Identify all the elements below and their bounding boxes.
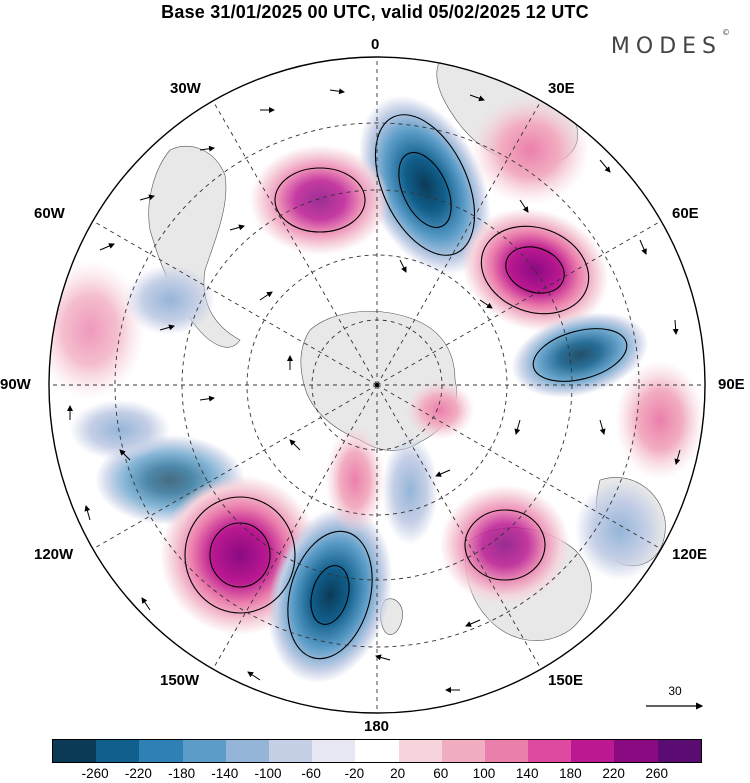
colorbar-ticks: -260 -220 -180 -140 -100 -60 -20 20 60 100 140 180 2…	[0, 766, 750, 782]
anomaly-neg-160w	[267, 506, 393, 684]
anomaly-pos-75w	[49, 260, 145, 400]
colorbar-cell	[139, 740, 183, 762]
colorbar-cell	[484, 740, 529, 762]
colorbar-tick-label: -180	[168, 766, 196, 781]
lon-label-30e: 30E	[548, 80, 575, 97]
lon-label-30w: 30W	[170, 80, 201, 97]
colorbar-cell	[528, 740, 572, 762]
brand-mark: ©	[722, 27, 730, 37]
lon-label-90w: 90W	[0, 376, 31, 393]
colorbar-tick-label: 140	[515, 766, 539, 781]
colorbar-cell	[355, 740, 399, 762]
colorbar-tick-label: -220	[124, 766, 152, 781]
anomaly-neg-110e	[575, 480, 665, 580]
colorbar-cell	[268, 740, 313, 762]
colorbar-cell	[312, 740, 356, 762]
lon-label-150w: 150W	[160, 672, 200, 689]
map-border	[48, 56, 706, 714]
colorbar-cell	[398, 740, 442, 762]
anomaly-neg-70w	[125, 265, 215, 335]
lon-label-180: 180	[364, 718, 390, 735]
lon-label-0: 0	[371, 36, 380, 53]
colorbar-tick-label: 60	[433, 766, 449, 781]
reference-vector-label: 30	[668, 684, 682, 698]
anomaly-pos-140e	[440, 485, 570, 605]
lon-label-120e: 120E	[672, 546, 708, 563]
anomaly-pos-30e-north	[470, 95, 590, 205]
colorbar-tick-label: 100	[472, 766, 496, 781]
anomaly-pos-45e	[461, 208, 609, 332]
anomaly-neg-110w	[70, 400, 170, 460]
anomaly-pos-30w	[250, 145, 390, 255]
colorbar-tick-label: -100	[254, 766, 282, 781]
anomaly-pos-180	[325, 425, 385, 535]
brand-name: MODES	[610, 34, 722, 59]
contours	[184, 114, 628, 660]
colorbar-cell	[225, 740, 269, 762]
graticule	[49, 57, 705, 713]
colorbar-tick-label: 20	[390, 766, 406, 781]
colorbar-cell	[571, 740, 615, 762]
anomaly-neg-atlantic	[358, 95, 492, 275]
colorbar-cell	[657, 740, 701, 762]
anomaly-pos-95e	[615, 360, 705, 480]
colorbar-tick-label: -60	[301, 766, 321, 781]
colorbar-cell	[441, 740, 485, 762]
colorbar-cell	[182, 740, 226, 762]
colorbar	[52, 739, 702, 763]
lon-label-60w: 60W	[34, 205, 65, 222]
brand-logo: MODES©	[610, 28, 730, 59]
colorbar-tick-label: 260	[645, 766, 669, 781]
lon-label-150e: 150E	[548, 672, 584, 689]
colorbar-cell	[614, 740, 658, 762]
anomaly-neg-165e	[382, 435, 438, 545]
colorbar-tick-label: 220	[602, 766, 625, 781]
lon-label-60e: 60E	[672, 205, 699, 222]
colorbar-cell	[53, 740, 97, 762]
lon-label-120w: 120W	[34, 546, 74, 563]
anomaly-neg-75e	[511, 312, 649, 398]
colorbar-tick-label: -140	[211, 766, 239, 781]
colorbar-tick-label: 180	[559, 766, 582, 781]
anomaly-pos-near-pole	[405, 380, 475, 440]
colorbar-tick-label: -260	[81, 766, 109, 781]
colorbar-tick-label: -20	[344, 766, 365, 781]
lon-label-90e: 90E	[718, 376, 745, 393]
map-title: Base 31/01/2025 00 UTC, valid 05/02/2025…	[161, 2, 589, 22]
south-pole-marker	[375, 383, 379, 387]
colorbar-cell	[96, 740, 140, 762]
south-america	[148, 145, 241, 348]
